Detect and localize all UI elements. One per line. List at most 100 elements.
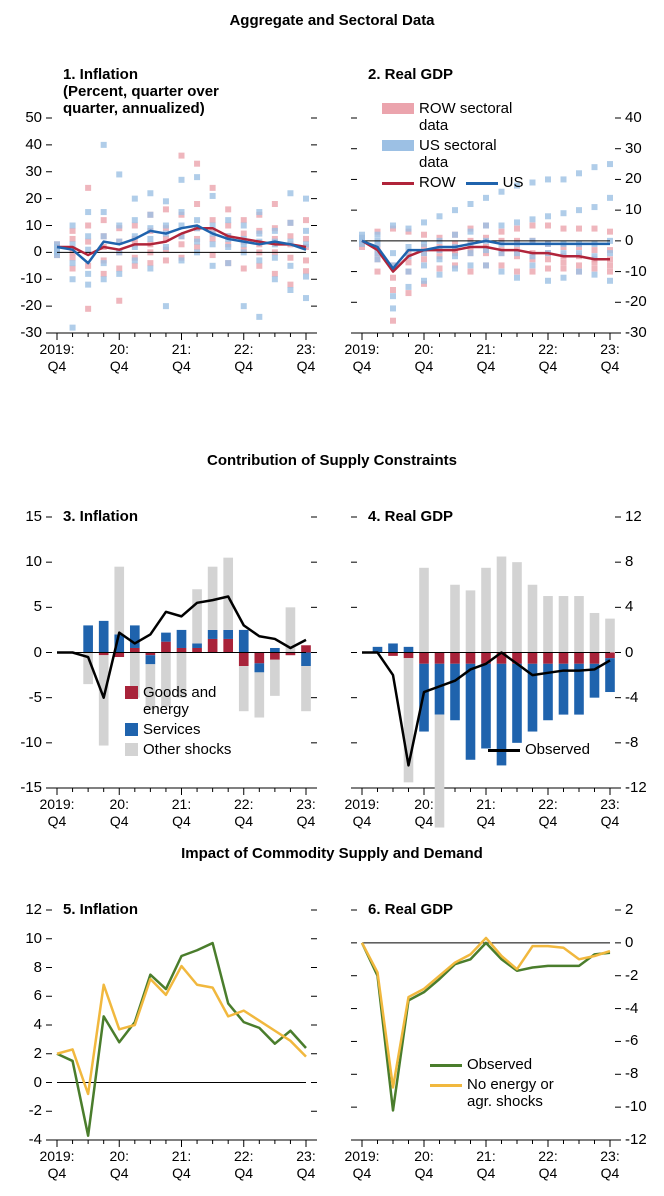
sector-point xyxy=(131,217,138,224)
sector-point xyxy=(560,250,567,257)
y-tick-label: -20 xyxy=(625,293,647,311)
sector-point xyxy=(591,271,598,278)
legend-item: No energy or agr. shocks xyxy=(430,1076,567,1110)
sector-point xyxy=(436,271,443,278)
sector-point xyxy=(421,280,427,287)
bar xyxy=(388,643,398,653)
sector-point xyxy=(607,268,613,275)
sector-point xyxy=(560,259,567,266)
bar xyxy=(270,652,280,660)
sector-point xyxy=(85,233,92,240)
sector-point xyxy=(591,225,598,232)
sector-point xyxy=(607,194,613,201)
sector-point xyxy=(467,268,474,275)
sector-point xyxy=(85,209,92,216)
sector-point xyxy=(452,265,458,272)
y-tick-label: -2 xyxy=(28,1102,42,1120)
sector-point xyxy=(390,287,396,293)
sector-point xyxy=(374,250,381,257)
y-tick-label: 30 xyxy=(25,162,42,180)
sector-point xyxy=(116,238,123,245)
sector-point xyxy=(359,234,365,241)
sector-point xyxy=(131,262,138,269)
sector-point xyxy=(116,171,123,178)
legend-swatch xyxy=(125,723,138,736)
y-tick-label: -30 xyxy=(625,324,647,341)
x-tick-label: 23: Q4 xyxy=(296,341,316,374)
bar xyxy=(434,652,445,664)
line xyxy=(360,936,611,1089)
legend-label: Observed xyxy=(467,1056,533,1073)
sector-point xyxy=(560,210,567,217)
bar xyxy=(301,652,311,667)
sector-point xyxy=(100,209,107,216)
sector-point xyxy=(194,160,201,167)
x-tick-label: 21: Q4 xyxy=(171,341,192,374)
bar xyxy=(574,652,584,664)
chart-title: 1. Inflation xyxy=(63,66,138,83)
y-tick-label: 0 xyxy=(625,231,634,249)
y-tick-label: 0 xyxy=(625,933,634,951)
sector-point xyxy=(421,277,427,284)
y-tick-label: -5 xyxy=(28,688,42,706)
x-tick-label: 2019: Q4 xyxy=(39,341,75,374)
sector-point xyxy=(162,303,169,310)
sector-point xyxy=(467,250,474,257)
sector-point xyxy=(514,219,520,226)
bar xyxy=(176,647,187,653)
legend: Goods and energy Services Other shocks xyxy=(125,684,285,758)
sector-point xyxy=(194,174,201,181)
y-tick-label: 6 xyxy=(33,987,42,1005)
sector-point xyxy=(287,233,294,240)
sector-point xyxy=(303,195,309,202)
sector-point xyxy=(390,250,396,257)
sector-point xyxy=(607,277,613,284)
sector-point xyxy=(529,268,536,275)
bar xyxy=(207,629,218,639)
y-tick-label: 10 xyxy=(25,553,42,571)
sector-point xyxy=(529,222,536,229)
sector-point xyxy=(591,204,598,211)
x-tick-label: 2019: Q4 xyxy=(39,796,75,829)
bar xyxy=(238,666,249,712)
sector-point xyxy=(131,244,138,250)
sector-point xyxy=(591,247,598,254)
sector-point xyxy=(498,250,505,257)
sector-point xyxy=(131,195,138,202)
sector-point xyxy=(287,190,294,197)
sector-point xyxy=(436,265,443,272)
bar xyxy=(403,652,414,659)
sector-point xyxy=(529,179,536,186)
x-tick-label: 23: Q4 xyxy=(600,1148,620,1181)
sector-point xyxy=(545,176,551,183)
y-tick-label: 10 xyxy=(625,201,642,219)
bar xyxy=(434,663,445,715)
sector-point xyxy=(467,262,474,269)
sector-point xyxy=(194,201,201,207)
sector-point xyxy=(545,256,551,263)
sector-point xyxy=(69,276,76,283)
bar xyxy=(223,638,234,653)
y-tick-label: 20 xyxy=(625,170,642,188)
x-tick-label: 20: Q4 xyxy=(109,1148,129,1181)
line xyxy=(56,224,307,265)
sector-point xyxy=(467,225,474,232)
bar xyxy=(558,663,569,715)
sector-point xyxy=(69,324,76,331)
sector-point xyxy=(131,257,138,264)
bar xyxy=(192,589,202,644)
sector-point xyxy=(545,213,551,220)
sector-point xyxy=(287,219,294,226)
sector-point xyxy=(303,295,309,302)
sector-point xyxy=(303,217,309,224)
sector-point xyxy=(162,222,169,229)
legend-swatch xyxy=(465,182,498,185)
x-tick-label: 21: Q4 xyxy=(476,341,496,374)
sector-point xyxy=(85,222,92,229)
sector-point xyxy=(405,225,412,232)
bar xyxy=(238,629,249,653)
bar xyxy=(450,584,460,653)
sector-point xyxy=(607,250,613,257)
chart-title: 3. Inflation xyxy=(63,508,138,525)
